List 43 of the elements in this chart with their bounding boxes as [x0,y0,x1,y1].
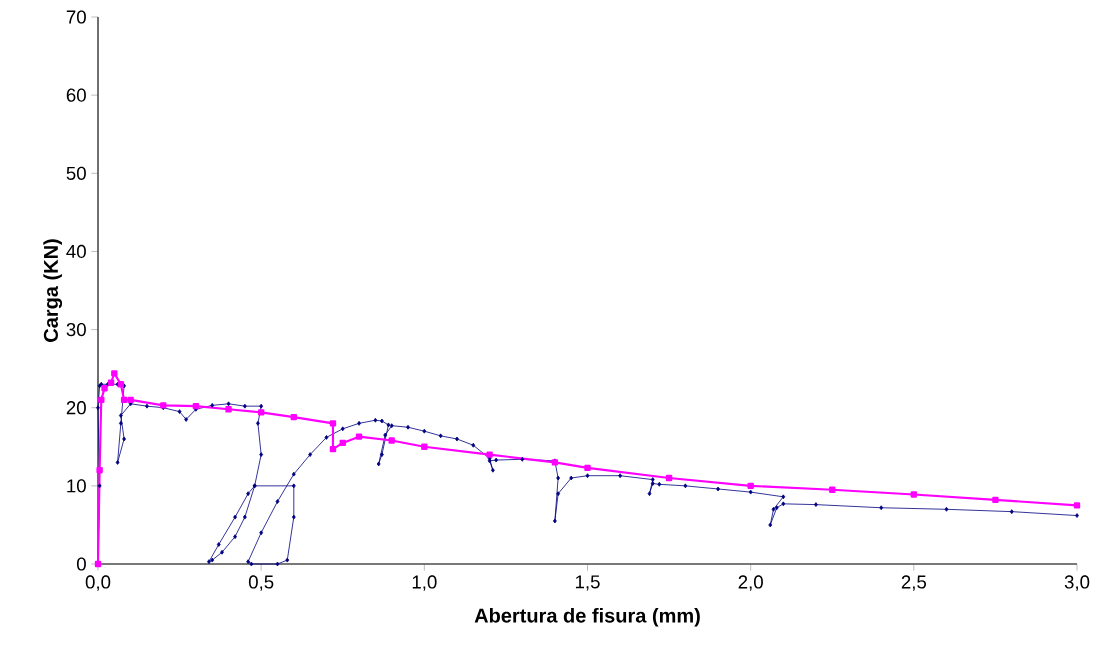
point [1073,502,1081,509]
x-tick-label: 0,0 [85,575,111,591]
point [290,413,298,421]
point [225,406,232,413]
y-tick-label: 0 [76,557,86,571]
point [111,370,118,377]
point [421,443,428,450]
y-tick-label: 20 [66,401,86,415]
point [747,482,754,490]
point [96,467,103,474]
x-axis-title: Abertura de fisura (mm) [474,607,700,627]
y-tick-label: 30 [66,322,86,337]
point [388,437,395,444]
point [257,409,265,416]
x-tick-label: 0,5 [248,575,274,591]
point [829,486,836,493]
point [339,439,346,447]
y-tick-label: 70 [66,10,86,24]
point [120,396,128,404]
y-tick-label: 50 [66,166,86,180]
x-tick-label: 1,5 [575,575,600,591]
point [910,491,918,498]
x-tick-label: 3,0 [1064,575,1090,591]
point [329,445,337,453]
y-tick-label: 40 [66,244,86,259]
y-tick-label: 60 [66,88,86,102]
point [992,496,999,504]
x-tick-label: 2,0 [738,575,763,591]
point [329,420,337,427]
point [107,379,115,386]
point [192,402,200,410]
x-tick-label: 1,0 [412,575,437,591]
point [665,474,673,482]
x-tick-label: 2,5 [901,575,927,591]
point [486,451,493,458]
point [117,381,125,388]
y-tick-label: 10 [67,479,86,493]
point [127,396,134,404]
point [101,384,108,392]
y-axis-title: Carga (KN) [43,239,63,342]
point [98,396,105,404]
point [584,464,591,472]
point [355,433,363,440]
